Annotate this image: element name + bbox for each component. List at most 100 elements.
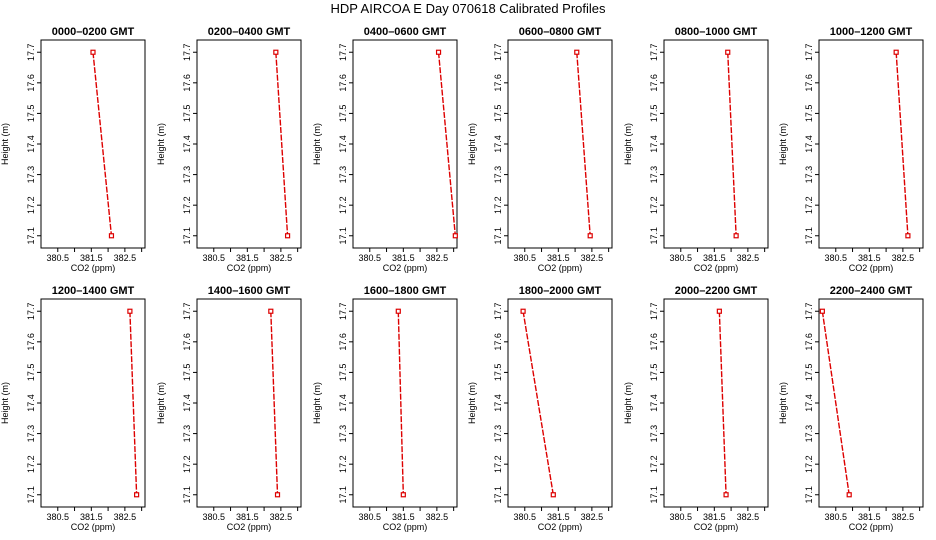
x-tick-label: 381.5 [547, 253, 570, 263]
y-tick-label: 17.2 [493, 196, 503, 214]
x-tick-label: 380.5 [514, 253, 537, 263]
plot-frame [507, 39, 613, 249]
y-tick-label: 17.7 [338, 302, 348, 320]
y-tick-label: 17.3 [493, 166, 503, 184]
y-tick-label: 17.1 [649, 486, 659, 504]
y-axis-label: Height (m) [156, 382, 166, 424]
x-tick-label: 381.5 [703, 512, 726, 522]
profile-line [437, 52, 457, 236]
x-tick-label: 382.5 [114, 253, 137, 263]
y-tick-label: 17.7 [493, 43, 503, 61]
y-tick-label: 17.6 [26, 74, 36, 92]
y-tick-label: 17.7 [26, 43, 36, 61]
y-tick-label: 17.3 [182, 425, 192, 443]
plot-frame [663, 298, 769, 508]
x-axis-label: CO2 (ppm) [849, 522, 894, 532]
y-tick-label: 17.2 [804, 196, 814, 214]
y-tick-label: 17.6 [26, 333, 36, 351]
y-tick-label: 17.6 [493, 333, 503, 351]
x-tick-label: 381.5 [392, 253, 415, 263]
panel-title: 1400–1600 GMT [208, 285, 291, 297]
y-tick-label: 17.6 [649, 74, 659, 92]
y-tick-label: 17.3 [804, 425, 814, 443]
y-tick-label: 17.3 [338, 166, 348, 184]
plot-frame [663, 39, 769, 249]
profile-line [397, 311, 405, 495]
plot-frame [818, 298, 924, 508]
x-tick-label: 381.5 [236, 512, 259, 522]
y-tick-label: 17.1 [649, 227, 659, 245]
x-tick-label: 382.5 [114, 512, 137, 522]
y-tick-label: 17.7 [804, 302, 814, 320]
x-tick-label: 382.5 [737, 512, 760, 522]
data-point [846, 492, 852, 498]
y-tick-label: 17.5 [493, 105, 503, 123]
y-tick-label: 17.2 [338, 196, 348, 214]
y-tick-label: 17.4 [493, 135, 503, 153]
x-tick-label: 380.5 [359, 253, 382, 263]
x-axis-label: CO2 (ppm) [383, 522, 428, 532]
y-tick-label: 17.4 [26, 394, 36, 412]
panel-7: 1200–1400 GMT 380.5 381.5 382.5 17.1 17.2 17.3… [0, 285, 146, 532]
y-tick-label: 17.2 [182, 196, 192, 214]
profile-line [522, 311, 554, 495]
x-tick-label: 380.5 [670, 512, 693, 522]
y-tick-label: 17.7 [804, 43, 814, 61]
y-tick-label: 17.1 [182, 227, 192, 245]
x-tick-label: 381.5 [392, 512, 415, 522]
data-point [723, 492, 729, 498]
profile-line [895, 52, 909, 236]
x-tick-label: 382.5 [892, 512, 915, 522]
profile-line [718, 311, 727, 495]
panel-title: 1200–1400 GMT [52, 285, 135, 297]
y-axis-label: Height (m) [312, 382, 322, 424]
y-tick-label: 17.4 [26, 135, 36, 153]
plot-frame [818, 39, 924, 249]
y-tick-label: 17.2 [26, 455, 36, 473]
y-tick-label: 17.6 [182, 74, 192, 92]
panel-1: 0000–0200 GMT 380.5 381.5 382.5 17.1 17.2 17.3… [0, 26, 146, 273]
y-tick-label: 17.4 [182, 135, 192, 153]
y-tick-label: 17.2 [649, 196, 659, 214]
data-point [733, 233, 739, 239]
panel-12: 2200–2400 GMT 380.5 381.5 382.5 17.1 17.2 17.3… [778, 285, 924, 532]
y-tick-label: 17.1 [338, 227, 348, 245]
data-point [274, 492, 281, 498]
x-tick-label: 381.5 [80, 253, 103, 263]
y-tick-label: 17.4 [649, 135, 659, 153]
x-axis-label: CO2 (ppm) [849, 263, 894, 273]
y-tick-label: 17.3 [649, 425, 659, 443]
x-tick-label: 380.5 [203, 512, 226, 522]
plot-frame [352, 298, 458, 508]
y-tick-label: 17.5 [182, 364, 192, 382]
panel-10: 1800–2000 GMT 380.5 381.5 382.5 17.1 17.2 17.3… [467, 285, 613, 532]
data-point [520, 308, 526, 314]
x-tick-label: 380.5 [203, 253, 226, 263]
y-tick-label: 17.2 [26, 196, 36, 214]
y-tick-label: 17.7 [182, 43, 192, 61]
y-tick-label: 17.1 [338, 486, 348, 504]
x-tick-label: 382.5 [426, 512, 449, 522]
x-axis-label: CO2 (ppm) [227, 263, 272, 273]
x-tick-label: 380.5 [359, 512, 382, 522]
y-tick-label: 17.1 [804, 486, 814, 504]
data-point [268, 308, 274, 314]
profile-line [92, 52, 113, 236]
panel-title: 0000–0200 GMT [52, 26, 135, 38]
y-axis-label: Height (m) [778, 123, 788, 165]
y-axis-label: Height (m) [467, 382, 477, 424]
y-tick-label: 17.2 [493, 455, 503, 473]
data-point [716, 308, 722, 314]
x-tick-label: 380.5 [47, 253, 70, 263]
y-tick-label: 17.3 [649, 166, 659, 184]
x-tick-label: 380.5 [825, 512, 848, 522]
plot-frame [196, 39, 302, 249]
y-tick-label: 17.7 [649, 43, 659, 61]
y-tick-label: 17.4 [804, 135, 814, 153]
x-tick-label: 380.5 [514, 512, 537, 522]
y-tick-label: 17.5 [804, 364, 814, 382]
data-point [284, 233, 291, 239]
data-point [134, 492, 140, 498]
y-tick-label: 17.4 [804, 394, 814, 412]
y-axis-label: Height (m) [0, 123, 10, 165]
